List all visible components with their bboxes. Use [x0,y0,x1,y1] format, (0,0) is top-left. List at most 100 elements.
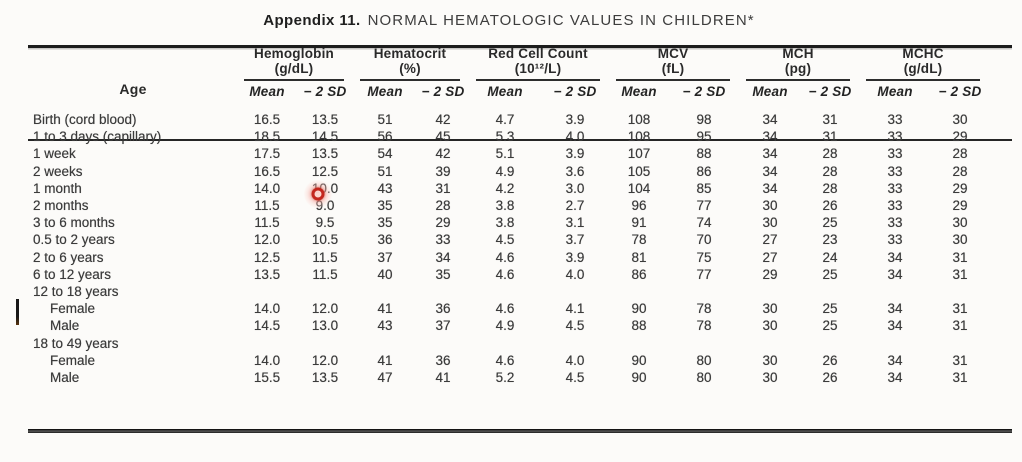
subheader-sd-4: − 2 SD [808,84,852,99]
table-top-rule [28,45,1012,48]
column-group-label: Red Cell Count (10¹²/L) [476,46,600,81]
header-bottom-rule [28,139,1012,141]
table-row: 12 to 18 years [28,283,990,300]
value-cell: 29 [762,266,778,282]
value-cell: 26 [822,198,838,214]
value-cell: 86 [696,163,712,179]
value-cell [296,283,354,300]
column-group-hematocrit: Hematocrit (%) [354,46,470,81]
value-cell: 34 [762,163,778,179]
value-cell: 78 [631,232,647,248]
stray-cursor-mark [16,299,19,325]
value-cell [860,335,930,352]
hematology-values-table: Age Hemoglobin (g/dL) Hematocrit (%) Red Cel… [28,46,990,386]
value-cell: 11.5 [254,215,280,231]
value-cell [238,283,296,300]
value-cell [416,283,470,300]
value-cell: 33 [887,129,903,145]
value-cell: 90 [631,352,647,368]
appendix-label: Appendix 11. [263,12,361,29]
age-cell: Female [50,301,96,317]
value-cell: 4.1 [565,301,585,317]
value-cell: 14.0 [253,352,281,368]
age-cell: 0.5 to 2 years [33,232,115,248]
table-row: 2 weeks 16.5 12.5 51 39 4.9 3.6 105 86 34 28 33 28 [28,163,990,180]
value-cell: 34 [887,301,903,317]
value-cell: 29 [952,180,968,196]
value-cell [354,335,416,352]
value-cell: 81 [631,249,647,265]
value-cell: 35 [377,198,393,214]
value-cell: 4.6 [495,301,515,317]
value-cell: 31 [952,370,968,386]
column-group-red-cell-count: Red Cell Count (10¹²/L) [470,46,610,81]
column-group-mch: MCH (pg) [740,46,860,81]
value-cell [668,335,740,352]
value-cell: 4.9 [495,163,515,179]
value-cell: 80 [696,352,712,368]
value-cell: 4.7 [495,112,515,127]
value-cell: 10.5 [311,232,339,248]
value-cell: 25 [822,318,838,334]
value-cell: 108 [627,129,651,145]
value-cell: 9.0 [315,198,335,214]
value-cell: 33 [435,232,451,248]
value-cell: 34 [887,370,903,386]
value-cell: 16.5 [253,112,281,127]
value-cell: 3.9 [565,112,585,127]
value-cell: 31 [822,112,838,127]
value-cell: 37 [435,318,451,334]
value-cell: 14.0 [253,301,281,317]
value-cell: 45 [435,129,451,145]
age-cell: 1 month [33,180,82,196]
value-cell: 33 [887,112,903,127]
value-cell: 4.5 [565,370,585,386]
value-cell: 51 [377,163,393,179]
value-cell: 4.0 [565,352,585,368]
age-cell: 2 weeks [33,163,83,179]
value-cell: 9.5 [315,215,335,231]
value-cell: 34 [762,129,778,145]
value-cell: 77 [696,198,712,214]
table-row: Male 15.5 13.5 47 41 5.2 4.5 90 80 30 26 34 31 [28,369,990,386]
value-cell: 4.2 [495,180,515,196]
subheader-sd-3: − 2 SD [682,84,726,99]
subheader-row: Mean − 2 SD Mean − 2 SD Mean − 2 SD Mean − 2 SD… [28,81,990,106]
value-cell: 31 [952,266,968,282]
value-cell: 35 [377,215,393,231]
value-cell: 11.5 [312,266,338,282]
value-cell: 33 [887,146,903,162]
value-cell: 51 [377,112,393,127]
value-cell: 31 [952,352,968,368]
value-cell: 34 [887,266,903,282]
value-cell: 80 [696,370,712,386]
value-cell: 28 [822,163,838,179]
value-cell: 34 [762,112,778,127]
value-cell: 17.5 [253,146,281,162]
subheader-sd-1: − 2 SD [421,84,465,99]
value-cell: 104 [627,180,651,196]
value-cell: 4.6 [495,352,515,368]
value-cell: 18.5 [253,129,281,145]
column-group-label: Hemoglobin (g/dL) [244,46,344,81]
value-cell: 41 [377,301,393,317]
value-cell: 5.1 [495,146,515,162]
value-cell: 56 [377,129,393,145]
value-cell: 10.0 [311,180,339,196]
value-cell: 25 [822,266,838,282]
value-cell: 16.5 [253,163,281,179]
value-cell: 24 [822,249,838,265]
table-row: 3 to 6 months 11.5 9.5 35 29 3.8 3.1 91 74 30 25 33… [28,214,990,231]
column-group-unit: (g/dL) [274,61,314,76]
value-cell: 108 [627,112,651,127]
value-cell: 31 [435,180,451,196]
age-group-label-cell: 12 to 18 years [33,284,119,300]
value-cell: 39 [435,163,451,179]
value-cell: 28 [952,146,968,162]
subheader-mean-0: Mean [249,84,285,99]
value-cell: 105 [627,163,651,179]
subheader-mean-3: Mean [621,84,657,99]
value-cell: 85 [696,180,712,196]
value-cell: 34 [887,318,903,334]
